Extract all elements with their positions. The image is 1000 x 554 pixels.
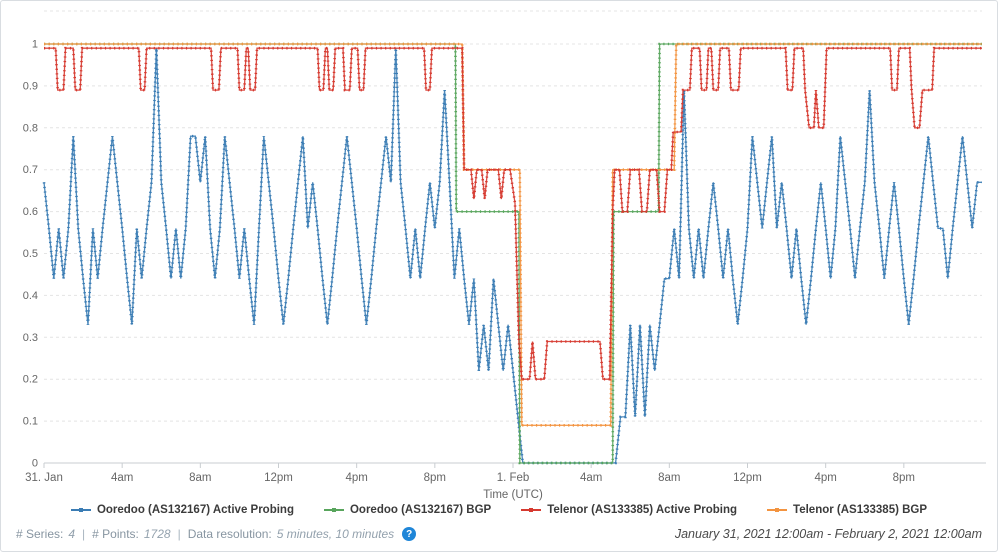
series-point-markers [44, 46, 982, 381]
series-count-value: 4 [68, 527, 76, 541]
x-tick-label: 8pm [893, 472, 915, 484]
x-tick-label: 12pm [264, 472, 293, 484]
stats-separator: | [82, 527, 86, 541]
grid: 0 0.1 0.2 0.3 0.4 0.5 0.6 0.7 0.8 0.9 1 [23, 10, 982, 470]
y-tick-label: 0.6 [23, 206, 38, 218]
chart-legend: Ooredoo (AS132167) Active Probing Ooredoo… [1, 504, 997, 516]
y-tick-label: 0.1 [23, 416, 38, 428]
series-count-label: # Series: [16, 527, 64, 541]
points-count-label: # Points: [92, 527, 139, 541]
chart-stats: # Series: 4 | # Points: 1728 | Data reso… [16, 527, 417, 541]
x-tick-label: 8am [658, 472, 680, 484]
y-tick-label: 0 [32, 458, 38, 470]
legend-item-ooredoo-as132167-bgp[interactable]: Ooredoo (AS132167) BGP [323, 504, 492, 516]
y-tick-label: 0.7 [23, 164, 38, 176]
legend-marker-icon [521, 508, 542, 512]
legend-item-ooredoo-as132167-active-probing[interactable]: Ooredoo (AS132167) Active Probing [70, 504, 294, 516]
legend-marker-icon [70, 508, 91, 512]
legend-marker-icon [323, 508, 344, 512]
legend-label: Telenor (AS133385) BGP [793, 504, 928, 516]
chart-footer: # Series: 4 | # Points: 1728 | Data reso… [1, 527, 997, 541]
x-tick-label: 4pm [814, 472, 836, 484]
series-line[interactable] [44, 47, 982, 380]
y-tick-label: 0.8 [23, 122, 38, 134]
x-tick-label: 31. Jan [25, 472, 63, 484]
series-line[interactable] [43, 48, 982, 464]
y-tick-label: 1 [32, 39, 38, 51]
series-ooredoo-as132167-active-probing [42, 48, 982, 465]
y-tick-label: 0.5 [23, 248, 38, 260]
series-ooredoo-as132167-bgp [44, 42, 982, 465]
legend-marker-icon [767, 508, 788, 512]
y-tick-label: 0.4 [23, 290, 38, 302]
series-point-markers [44, 42, 982, 465]
legend-label: Telenor (AS133385) Active Probing [547, 504, 738, 516]
data-resolution-value: 5 minutes, 10 minutes [276, 527, 395, 541]
help-icon[interactable]: ? [402, 527, 417, 541]
series-point-markers [42, 48, 982, 465]
y-tick-label: 0.2 [23, 374, 38, 386]
x-tick-label: 4am [111, 472, 133, 484]
x-axis-title: Time (UTC) [483, 489, 543, 501]
y-tick-label: 0.3 [23, 332, 38, 344]
data-resolution-label: Data resolution: [187, 527, 272, 541]
y-tick-label: 0.9 [23, 80, 38, 92]
date-range-label: January 31, 2021 12:00am - February 2, 2… [674, 527, 982, 541]
x-tick-label: 1. Feb [497, 472, 530, 484]
x-tick-label: 8am [189, 472, 211, 484]
legend-item-telenor-as133385-active-probing[interactable]: Telenor (AS133385) Active Probing [521, 504, 737, 516]
points-count-value: 1728 [143, 527, 171, 541]
time-series-chart: 0 0.1 0.2 0.3 0.4 0.5 0.6 0.7 0.8 0.9 1 31. Jan 4am 8… [23, 10, 986, 501]
legend-label: Ooredoo (AS132167) Active Probing [96, 504, 294, 516]
x-tick-label: 4am [580, 472, 602, 484]
x-tick-label: 8pm [424, 472, 446, 484]
legend-item-telenor-as133385-bgp[interactable]: Telenor (AS133385) BGP [767, 504, 927, 516]
x-tick-label: 4pm [345, 472, 367, 484]
legend-label: Ooredoo (AS132167) BGP [349, 504, 492, 516]
x-axis: 31. Jan 4am 8am 12pm 4pm 8pm 1. Feb 4am 8am 12pm 4… [25, 462, 986, 501]
x-tick-label: 12pm [733, 472, 762, 484]
series-telenor-as133385-active-probing [44, 46, 982, 381]
stats-separator: | [177, 527, 181, 541]
